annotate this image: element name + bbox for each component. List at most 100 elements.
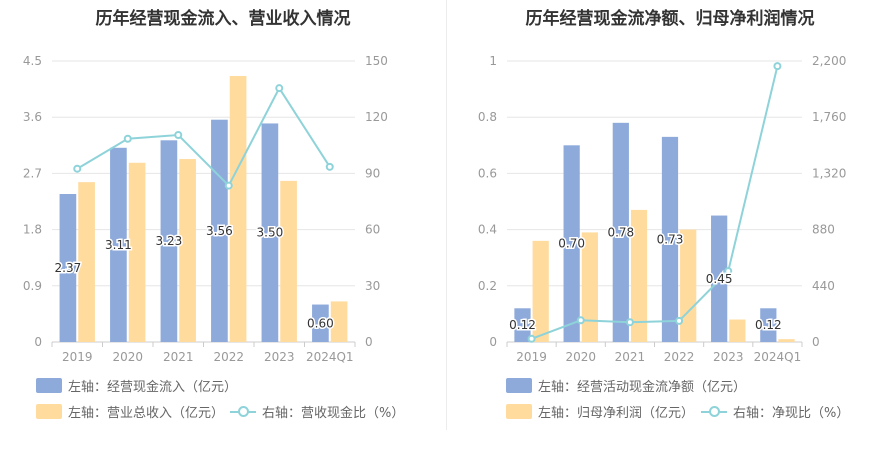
bar-series-2 bbox=[680, 229, 697, 342]
legend-line-marker-icon bbox=[701, 404, 727, 419]
bar-data-label: 3.11 bbox=[105, 238, 132, 252]
legend-swatch-bar-yellow bbox=[36, 404, 62, 419]
bar-data-label: 0.60 bbox=[307, 316, 334, 330]
line-point bbox=[174, 130, 183, 139]
bar-series-1 bbox=[110, 147, 127, 342]
right-axis-tick-label: 1,320 bbox=[812, 166, 846, 180]
legend-label: 左轴：归母净利润（亿元） bbox=[538, 406, 695, 421]
bar-series-2 bbox=[581, 232, 598, 342]
bar-data-label: 3.50 bbox=[257, 226, 284, 240]
left-axis-tick-label: 0.4 bbox=[478, 223, 497, 237]
legend-label: 右轴：净现比（%） bbox=[733, 406, 850, 421]
bar-series-1 bbox=[211, 119, 228, 342]
x-axis-tick-label: 2024Q1 bbox=[754, 350, 802, 364]
legend-swatch-bar-blue bbox=[506, 378, 532, 393]
bar-series-1 bbox=[563, 145, 580, 342]
line-series bbox=[76, 86, 331, 188]
right-axis-tick-label: 90 bbox=[365, 166, 380, 180]
left-axis-tick-label: 0.8 bbox=[478, 110, 497, 124]
bar-series-1 bbox=[661, 136, 679, 342]
line-point bbox=[224, 181, 233, 190]
x-axis-tick-label: 2019 bbox=[62, 350, 93, 364]
legend-label: 右轴：营收现金比（%） bbox=[262, 406, 405, 421]
x-axis-tick-label: 2021 bbox=[163, 350, 194, 364]
bar-series-2 bbox=[330, 301, 348, 342]
legend-item-cash-ratio[interactable]: 右轴：营收现金比（%） bbox=[230, 402, 404, 421]
bar-series-2 bbox=[128, 162, 146, 342]
line-point bbox=[625, 318, 634, 327]
left-axis-tick-label: 0.6 bbox=[478, 166, 497, 180]
line-point bbox=[325, 162, 334, 171]
bar-series-2 bbox=[532, 240, 549, 342]
right-axis-tick-label: 440 bbox=[812, 279, 835, 293]
bar-series-1 bbox=[312, 304, 329, 342]
x-axis-tick-label: 2023 bbox=[713, 350, 744, 364]
legend-label: 左轴：经营活动现金流净额（亿元） bbox=[538, 380, 747, 395]
bar-series-1 bbox=[514, 308, 531, 342]
legend-item-net-profit[interactable]: 左轴：归母净利润（亿元） bbox=[506, 402, 694, 421]
right-axis-tick-label: 120 bbox=[365, 110, 388, 124]
legend-item-net-cashflow[interactable]: 左轴：经营活动现金流净额（亿元） bbox=[506, 376, 746, 395]
bar-series-2 bbox=[78, 182, 95, 342]
bar-series-2 bbox=[778, 339, 795, 342]
bar-series-2 bbox=[280, 180, 297, 342]
line-point bbox=[275, 84, 284, 93]
right-axis-tick-label: 880 bbox=[812, 223, 835, 237]
right-chart-panel: 历年经营现金流净额、归母净利润情况 0 0 0.2 440 0.4 880 0.6 1,320… bbox=[447, 0, 893, 458]
bar-series-2 bbox=[229, 75, 247, 342]
x-axis-tick-label: 2023 bbox=[264, 350, 295, 364]
legend-item-cash-inflow[interactable]: 左轴：经营现金流入（亿元） bbox=[36, 376, 237, 395]
x-axis-tick-label: 2024Q1 bbox=[306, 350, 354, 364]
x-axis-tick-label: 2021 bbox=[615, 350, 646, 364]
line-series bbox=[531, 65, 779, 340]
bar-data-label: 0.78 bbox=[607, 225, 634, 239]
left-chart-panel: 历年经营现金流入、营业收入情况 0 0 0.9 30 1.8 60 2.7 90 3.6 120 4… bbox=[0, 0, 446, 458]
line-point bbox=[724, 267, 733, 276]
left-chart-title: 历年经营现金流入、营业收入情况 bbox=[95, 9, 351, 29]
x-axis-tick-label: 2020 bbox=[565, 350, 596, 364]
x-axis-tick-label: 2022 bbox=[664, 350, 695, 364]
right-axis-tick-label: 60 bbox=[365, 223, 380, 237]
left-axis-tick-label: 0 bbox=[489, 335, 497, 349]
left-axis-tick-label: 3.6 bbox=[23, 110, 42, 124]
left-axis-tick-label: 0.2 bbox=[478, 279, 497, 293]
legend-swatch-bar-yellow bbox=[506, 404, 532, 419]
bar-data-label: 0.73 bbox=[657, 232, 684, 246]
bar-data-label: 0.70 bbox=[558, 237, 585, 251]
legend-label: 左轴：经营现金流入（亿元） bbox=[68, 380, 238, 395]
right-chart-title: 历年经营现金流净额、归母净利润情况 bbox=[525, 9, 815, 29]
right-axis-tick-label: 0 bbox=[812, 335, 820, 349]
bar-data-label: 0.12 bbox=[755, 318, 782, 332]
bar-series-1 bbox=[612, 122, 629, 342]
right-axis-tick-label: 2,200 bbox=[812, 54, 846, 68]
left-axis-tick-label: 2.7 bbox=[23, 166, 42, 180]
left-axis-tick-label: 1 bbox=[489, 54, 497, 68]
x-axis-tick-label: 2020 bbox=[112, 350, 143, 364]
bar-series-1 bbox=[160, 140, 178, 342]
legend-item-net-cash-ratio[interactable]: 右轴：净现比（%） bbox=[701, 402, 849, 421]
bar-series-2 bbox=[179, 159, 196, 342]
right-chart-plot: 0 0 0.2 440 0.4 880 0.6 1,320 0.8 1,760 1 2,200 2019… bbox=[478, 54, 846, 364]
left-axis-tick-label: 0 bbox=[34, 335, 42, 349]
right-axis-tick-label: 30 bbox=[365, 279, 380, 293]
right-axis-tick-label: 0 bbox=[365, 335, 373, 349]
bar-data-label: 3.56 bbox=[206, 224, 233, 238]
bar-series-1 bbox=[59, 194, 77, 342]
line-point bbox=[527, 334, 536, 343]
bar-series-2 bbox=[630, 209, 648, 342]
bar-series-2 bbox=[729, 319, 746, 342]
bar-data-label: 0.12 bbox=[509, 318, 536, 332]
left-axis-tick-label: 4.5 bbox=[23, 54, 42, 68]
x-axis-tick-label: 2019 bbox=[516, 350, 547, 364]
bar-data-label: 3.23 bbox=[156, 234, 183, 248]
line-point bbox=[576, 316, 585, 325]
legend-item-revenue[interactable]: 左轴：营业总收入（亿元） bbox=[36, 402, 224, 421]
left-axis-tick-label: 0.9 bbox=[23, 279, 42, 293]
right-axis-tick-label: 1,760 bbox=[812, 110, 846, 124]
bar-data-label: 0.45 bbox=[706, 272, 733, 286]
bar-data-label: 2.37 bbox=[55, 261, 82, 275]
panel-divider bbox=[446, 0, 447, 430]
bar-series-1 bbox=[711, 215, 728, 342]
legend-swatch-bar-blue bbox=[36, 378, 62, 393]
legend-line-marker-icon bbox=[230, 404, 256, 419]
